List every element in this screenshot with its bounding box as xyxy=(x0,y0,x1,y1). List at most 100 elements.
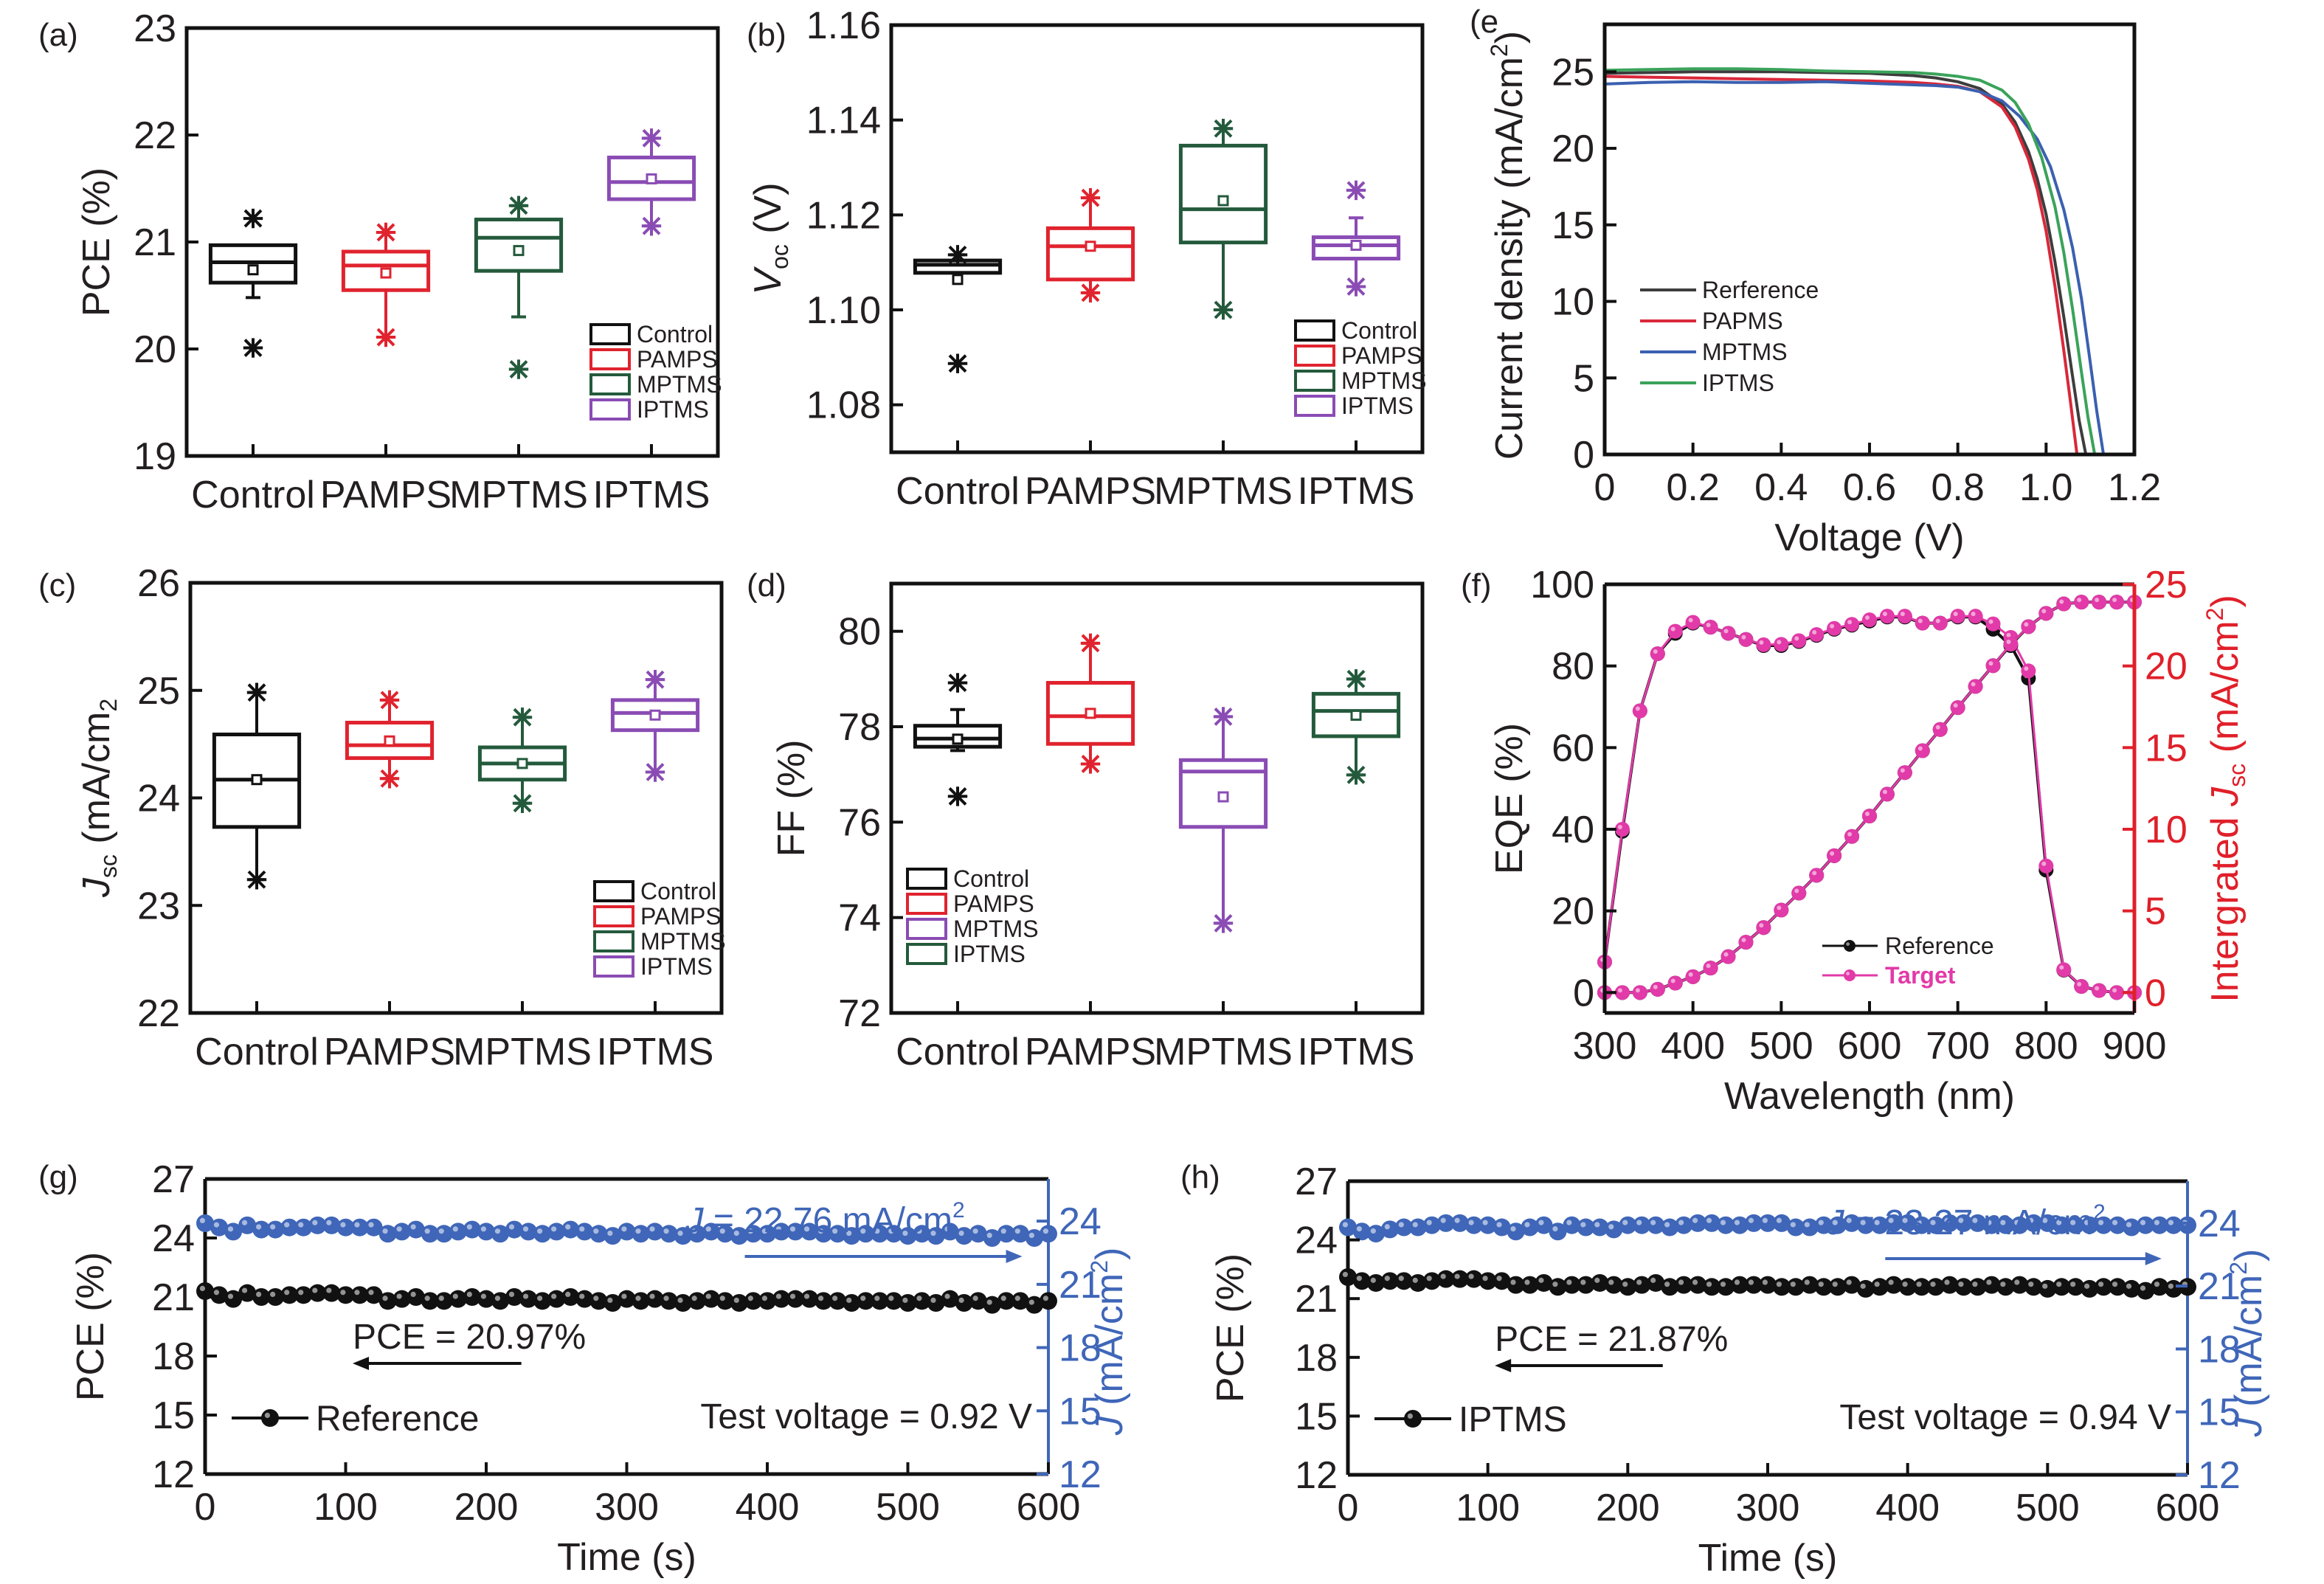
data-point-highlight xyxy=(1986,1220,1992,1225)
data-point-highlight xyxy=(1635,706,1640,711)
outlier-marker xyxy=(1346,277,1366,297)
box-pamps xyxy=(345,690,435,789)
x-tick-label: 600 xyxy=(2156,1487,2220,1529)
data-point-highlight xyxy=(958,1230,964,1237)
data-point-highlight xyxy=(2041,861,2047,866)
data-point xyxy=(1968,679,1983,694)
x-tick-label: PAMPS xyxy=(324,1031,455,1073)
x-tick-label: MPTMS xyxy=(453,1031,592,1073)
y-tick-label: 1.08 xyxy=(806,384,881,427)
data-point-highlight xyxy=(1741,938,1746,943)
data-point xyxy=(1738,935,1754,950)
data-point-highlight xyxy=(930,1230,936,1237)
y-tick-label: 21 xyxy=(1295,1278,1338,1321)
data-point-highlight xyxy=(1617,988,1622,993)
legend-label: IPTMS xyxy=(640,953,713,980)
data-point-highlight xyxy=(1944,1279,1950,1285)
data-point-highlight xyxy=(944,1293,950,1299)
axes-frame xyxy=(889,581,1425,1015)
x-tick-label: 0 xyxy=(195,1486,216,1529)
data-point-highlight xyxy=(1935,724,1940,730)
data-point-highlight xyxy=(846,1230,852,1237)
y-right-tick-label: 21 xyxy=(2198,1265,2241,1308)
axes-frame xyxy=(889,23,1425,454)
y-axis-title: PCE (%) xyxy=(69,1252,112,1401)
data-point-highlight xyxy=(396,1293,402,1299)
data-point-highlight xyxy=(368,1222,374,1228)
data-point-highlight xyxy=(888,1228,894,1234)
y-right-tick-label: 10 xyxy=(2145,809,2188,851)
data-point-highlight xyxy=(312,1287,318,1293)
data-point-highlight xyxy=(1692,1217,1698,1223)
data-point-highlight xyxy=(874,1296,880,1301)
data-point-highlight xyxy=(1759,640,1764,645)
data-point-highlight xyxy=(1790,1282,1796,1287)
data-point-highlight xyxy=(565,1291,571,1297)
outlier-marker xyxy=(512,793,533,813)
legend: Rerference PAPMS MPTMS IPTMS xyxy=(1640,277,1819,396)
data-point-highlight xyxy=(1846,1279,1852,1285)
legend-swatch xyxy=(589,398,631,421)
arrow-left-head xyxy=(353,1357,370,1370)
box-control xyxy=(913,673,1003,806)
data-point-highlight xyxy=(874,1228,880,1234)
data-point-highlight xyxy=(2154,1220,2160,1225)
legend-swatch xyxy=(1294,395,1335,417)
data-point-highlight xyxy=(1650,1220,1656,1225)
outlier-marker xyxy=(641,128,662,148)
y-tick-label: 25 xyxy=(137,670,180,713)
data-point-highlight xyxy=(1552,1226,1558,1232)
outlier-marker xyxy=(379,769,400,789)
legend: Reference Target xyxy=(1822,933,1994,989)
data-point-highlight xyxy=(382,1228,388,1234)
y-right-tick-label: 24 xyxy=(1059,1200,1102,1243)
data-point-highlight xyxy=(1356,1226,1362,1232)
data-point-highlight xyxy=(2126,1283,2132,1289)
y-tick-label: 27 xyxy=(1295,1161,1338,1203)
box-control xyxy=(212,682,302,890)
y-right-tick-label: 18 xyxy=(2198,1328,2241,1371)
data-point-highlight xyxy=(733,1297,739,1303)
outlier-marker xyxy=(1213,300,1234,320)
data-point-highlight xyxy=(1958,1282,1964,1287)
data-point-highlight xyxy=(340,1222,346,1228)
legend-label: IPTMS xyxy=(637,396,709,423)
data-point-highlight xyxy=(1468,1273,1474,1279)
data-point-highlight xyxy=(326,1287,332,1293)
data-point-highlight xyxy=(1510,1226,1516,1232)
y-tick-label: 21 xyxy=(152,1276,195,1319)
data-point-highlight xyxy=(860,1228,866,1234)
data-point-highlight xyxy=(2042,1217,2048,1223)
x-tick-label: 0 xyxy=(1594,466,1616,509)
data-point xyxy=(1703,961,1718,976)
legend-label: Rerference xyxy=(1702,277,1819,303)
data-point-highlight xyxy=(1594,1222,1600,1228)
y-tick-label: 40 xyxy=(1552,809,1594,851)
data-point-highlight xyxy=(1454,1217,1460,1223)
legend-swatch xyxy=(589,323,631,345)
x-tick-label: 600 xyxy=(1017,1486,1081,1529)
data-point-highlight xyxy=(986,1299,992,1305)
data-point-highlight xyxy=(1865,812,1870,817)
box-iqr xyxy=(1045,681,1135,746)
legend-label: Control xyxy=(1341,317,1417,344)
data-point-highlight xyxy=(2024,666,2029,671)
data-point-highlight xyxy=(1580,1279,1586,1285)
x-axis-title: Wavelength (nm) xyxy=(1724,1075,2015,1118)
data-point-highlight xyxy=(1635,988,1640,993)
data-point-highlight xyxy=(1042,1228,1048,1234)
legend-swatch xyxy=(906,918,947,940)
data-point-highlight xyxy=(1720,1282,1726,1287)
mean-marker xyxy=(649,709,661,721)
y-tick-label: 25 xyxy=(1552,51,1594,94)
data-point-highlight xyxy=(2028,1282,2034,1287)
data-point xyxy=(1667,975,1683,991)
data-point-highlight xyxy=(1953,612,1958,617)
data-point-highlight xyxy=(2056,1282,2062,1287)
data-point-highlight xyxy=(832,1228,838,1234)
legend-label: MPTMS xyxy=(1702,339,1788,365)
